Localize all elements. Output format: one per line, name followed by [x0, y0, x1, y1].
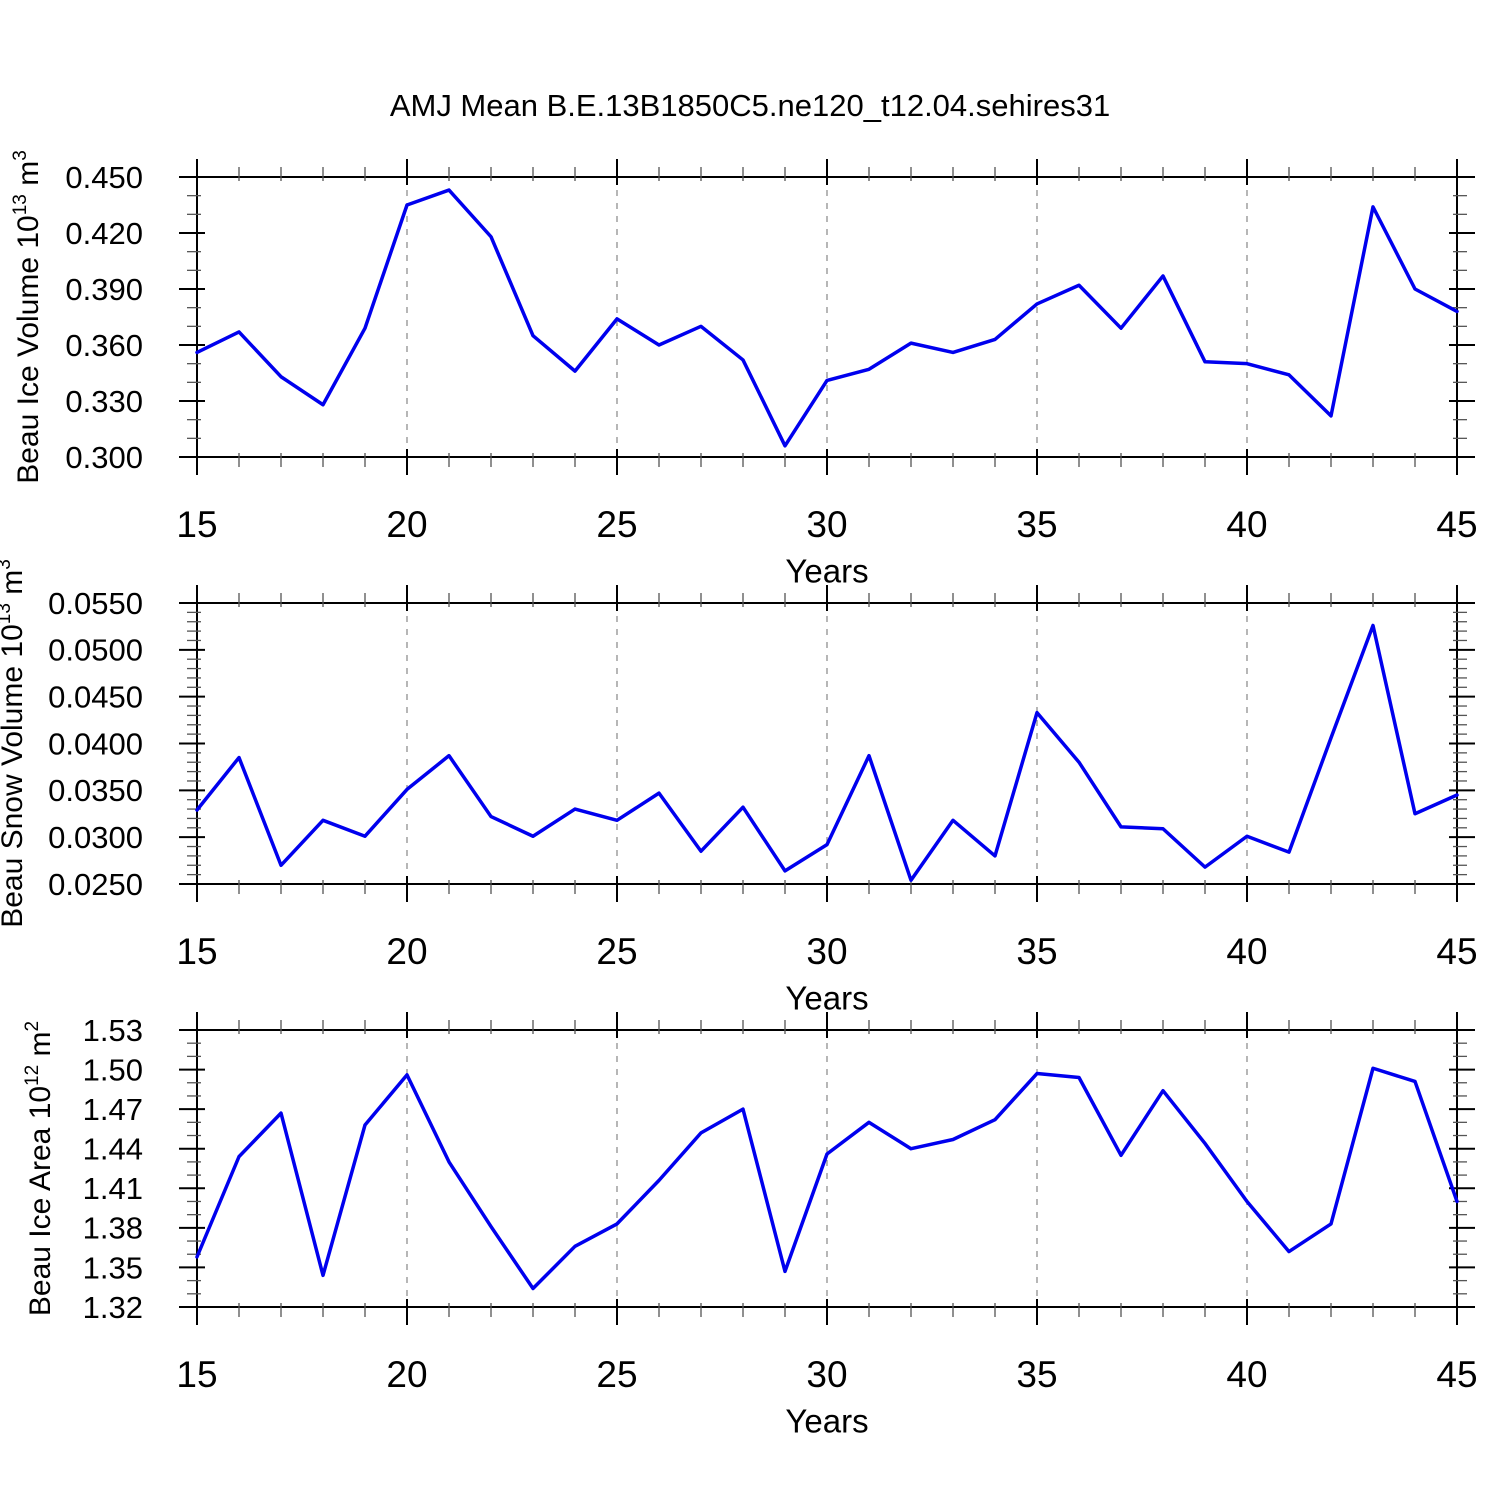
- data-line-beau-ice-volume: [195, 188, 1459, 448]
- y-tick-label: 0.330: [65, 384, 143, 419]
- y-tick-label: 0.0450: [48, 680, 143, 715]
- y-tick-label: 1.38: [83, 1211, 143, 1246]
- x-tick-labels: 15 20 25 30 35 40 45: [176, 931, 1477, 972]
- axis-ticks: [179, 1012, 1475, 1325]
- y-axis-title: Beau Ice Area 1012 m2: [22, 1021, 57, 1316]
- x-tick-label: 35: [1016, 931, 1057, 972]
- x-tick-label: 25: [596, 1354, 637, 1395]
- x-tick-label: 20: [386, 931, 427, 972]
- y-tick-label: 0.300: [65, 440, 143, 475]
- x-tick-label: 40: [1226, 504, 1267, 545]
- y-tick-label: 1.50: [83, 1052, 143, 1087]
- y-tick-label: 0.360: [65, 328, 143, 363]
- axis-ticks: [179, 159, 1475, 475]
- gridlines: [406, 1030, 1248, 1307]
- y-tick-label: 1.32: [83, 1290, 143, 1325]
- y-axis-title: Beau Ice Volume 1013 m3: [10, 150, 45, 484]
- x-tick-label: 25: [596, 504, 637, 545]
- y-tick-label: 1.53: [83, 1013, 143, 1048]
- x-axis-title: Years: [785, 553, 868, 590]
- x-tick-label: 30: [806, 504, 847, 545]
- x-tick-label: 35: [1016, 1354, 1057, 1395]
- x-tick-label: 15: [176, 931, 217, 972]
- y-tick-label: 0.0500: [48, 633, 143, 668]
- x-tick-label: 45: [1436, 1354, 1477, 1395]
- chart-beau-ice-volume: 0.450 0.420 0.390 0.360 0.330 0.300 15 20 25 30 35…: [10, 150, 1478, 589]
- y-axis-title: Beau Snow Volume 1013 m3: [0, 559, 29, 928]
- y-tick-label: 1.44: [83, 1132, 143, 1167]
- x-axis-title: Years: [785, 1403, 868, 1440]
- y-tick-label: 0.0350: [48, 773, 143, 808]
- y-tick-label: 0.0250: [48, 867, 143, 902]
- chart-beau-ice-area: 1.53 1.50 1.47 1.44 1.41 1.38 1.35 1.32 15 20 25 30…: [22, 1012, 1478, 1440]
- y-tick-label: 1.41: [83, 1171, 143, 1206]
- x-tick-label: 40: [1226, 931, 1267, 972]
- x-tick-label: 25: [596, 931, 637, 972]
- x-tick-label: 45: [1436, 504, 1477, 545]
- x-tick-label: 30: [806, 1354, 847, 1395]
- y-tick-labels: 1.53 1.50 1.47 1.44 1.41 1.38 1.35 1.32: [83, 1013, 143, 1325]
- y-tick-label: 1.47: [83, 1092, 143, 1127]
- x-tick-label: 15: [176, 504, 217, 545]
- y-tick-label: 0.450: [65, 160, 143, 195]
- y-tick-label: 0.0400: [48, 726, 143, 761]
- x-tick-label: 30: [806, 931, 847, 972]
- x-tick-label: 20: [386, 1354, 427, 1395]
- chart-beau-snow-volume: 0.0550 0.0500 0.0450 0.0400 0.0350 0.0300 0.02…: [0, 559, 1478, 1016]
- data-line-beau-ice-area: [195, 1066, 1459, 1291]
- y-tick-label: 0.420: [65, 216, 143, 251]
- x-tick-label: 45: [1436, 931, 1477, 972]
- x-tick-label: 35: [1016, 504, 1057, 545]
- figure-title: AMJ Mean B.E.13B1850C5.ne120_t12.04.sehi…: [389, 88, 1111, 123]
- x-tick-labels: 15 20 25 30 35 40 45: [176, 504, 1477, 545]
- x-tick-label: 20: [386, 504, 427, 545]
- axis-ticks: [179, 585, 1475, 902]
- y-tick-label: 0.0300: [48, 820, 143, 855]
- data-line-beau-snow-volume: [195, 623, 1459, 883]
- y-tick-label: 0.390: [65, 272, 143, 307]
- gridlines: [406, 177, 1248, 457]
- x-tick-label: 40: [1226, 1354, 1267, 1395]
- y-tick-label: 1.35: [83, 1250, 143, 1285]
- x-tick-labels: 15 20 25 30 35 40 45: [176, 1354, 1477, 1395]
- x-tick-label: 15: [176, 1354, 217, 1395]
- y-tick-labels: 0.0550 0.0500 0.0450 0.0400 0.0350 0.0300 0.02…: [48, 586, 143, 902]
- x-axis-title: Years: [785, 980, 868, 1017]
- y-tick-labels: 0.450 0.420 0.390 0.360 0.330 0.300: [65, 160, 143, 475]
- y-tick-label: 0.0550: [48, 586, 143, 621]
